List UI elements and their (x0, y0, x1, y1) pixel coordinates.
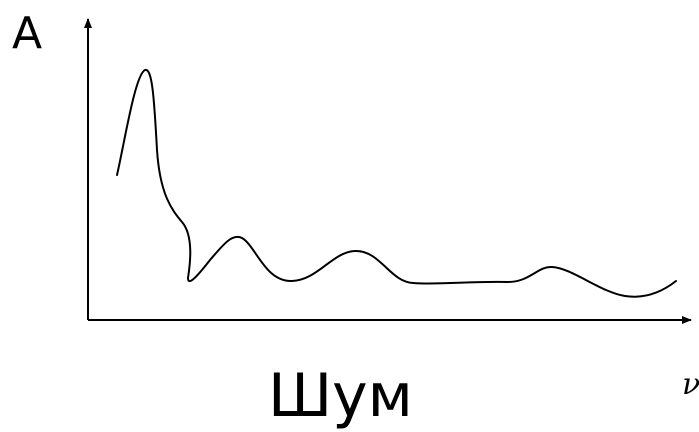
y-axis-label: A (12, 8, 43, 59)
noise-curve (116, 69, 677, 298)
x-axis-label: ν (682, 367, 699, 402)
diagram-caption: Шум (268, 361, 413, 431)
